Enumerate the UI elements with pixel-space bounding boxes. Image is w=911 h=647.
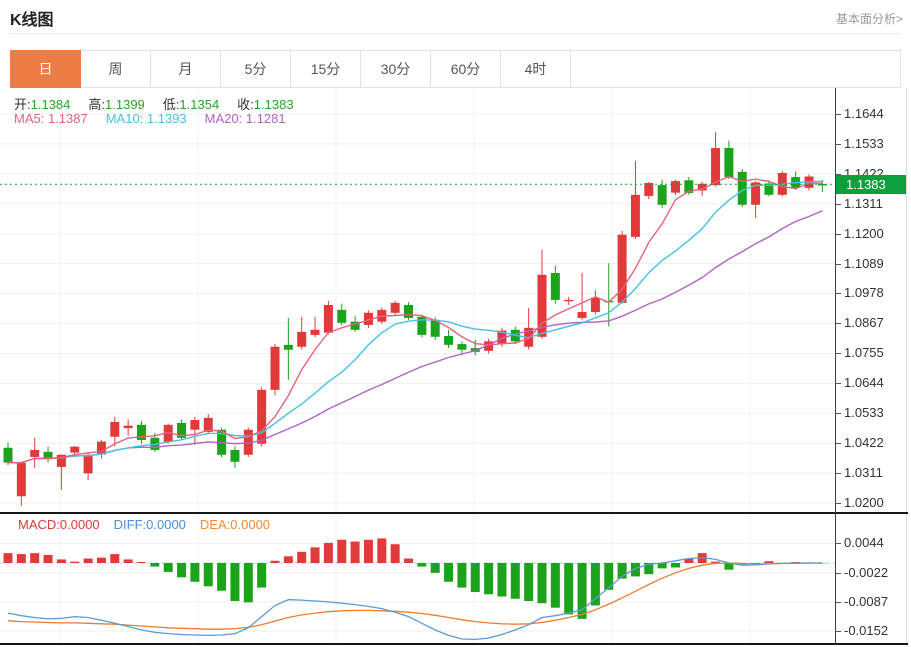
price-tick-label: 1.0644 [844, 375, 884, 390]
price-tick-dash [835, 174, 841, 175]
high-value: 1.1399 [105, 97, 145, 112]
interval-tabbar: 日周月 5分 15分 30分 60分 4时 [10, 50, 901, 88]
interval-tab-5[interactable]: 15分 [291, 51, 361, 87]
ma10-line [7, 180, 823, 464]
price-tick-label: 1.0978 [844, 285, 884, 300]
macd-tick-label: -0.0087 [844, 594, 889, 609]
panel-right-border [906, 88, 907, 645]
dea-line [7, 562, 823, 630]
macd-chart-svg[interactable] [0, 514, 835, 643]
current-price-label: 1.1383 [836, 175, 906, 194]
macd-tick-label: -0.0022 [844, 565, 889, 580]
price-tick-label: 1.0200 [844, 495, 884, 510]
open-value: 1.1384 [30, 97, 71, 112]
price-tick-dash [835, 234, 841, 235]
price-tick-dash [835, 144, 841, 145]
interval-tab-7[interactable]: 60分 [431, 51, 501, 87]
price-tick-dash [835, 353, 841, 354]
fundamental-analysis-link[interactable]: 基本面分析> [835, 12, 903, 26]
macd-tick-dash [835, 573, 841, 574]
price-chart-svg[interactable] [0, 88, 835, 512]
price-tick-dash [835, 383, 841, 384]
interval-tab-8[interactable]: 4时 [501, 51, 571, 87]
close-value: 1.1383 [253, 97, 294, 112]
price-tick-dash [835, 204, 841, 205]
macd-value: MACD:0.0000 [18, 517, 100, 532]
diff-value: DIFF:0.0000 [113, 517, 186, 532]
interval-tab-4[interactable]: 5分 [221, 51, 291, 87]
price-tick-label: 1.0533 [844, 405, 884, 420]
macd-tick-label: -0.0152 [844, 623, 889, 638]
macd-histogram [3, 538, 827, 619]
price-tick-dash [835, 293, 841, 294]
price-tick-label: 1.0311 [844, 465, 883, 480]
price-tick-label: 1.0422 [844, 435, 884, 450]
ma5-legend: MA5: 1.1387 [14, 111, 88, 126]
price-tick-dash [835, 323, 841, 324]
macd-tick-dash [835, 631, 841, 632]
macd-tick-dash [835, 602, 841, 603]
macd-grid [0, 514, 835, 643]
interval-tab-3[interactable]: 月 [151, 51, 221, 87]
interval-tab-2[interactable]: 周 [81, 51, 151, 87]
low-value: 1.1354 [179, 97, 220, 112]
ohlc-legend: 开:1.1384 高:1.1399 低:1.1354 收:1.1383 [14, 94, 294, 113]
price-tick-label: 1.1089 [844, 256, 884, 271]
ma-legend: MA5: 1.1387 MA10: 1.1393 MA20: 1.1281 [14, 111, 286, 126]
interval-tab-6[interactable]: 30分 [361, 51, 431, 87]
price-tick-label: 1.1200 [844, 226, 884, 241]
ma20-legend: MA20: 1.1281 [204, 111, 286, 126]
price-tick-label: 1.0867 [844, 315, 884, 330]
ma5-line [7, 175, 823, 464]
price-tick-dash [835, 413, 841, 414]
page-title: K线图 [10, 12, 54, 29]
interval-tab-1[interactable]: 日 [10, 50, 81, 88]
price-tick-dash [835, 264, 841, 265]
price-tick-label: 1.1533 [844, 136, 884, 151]
macd-legend: MACD:0.0000 DIFF:0.0000 DEA:0.0000 [18, 517, 270, 532]
price-axis-line [835, 88, 836, 645]
price-grid [0, 88, 835, 512]
close-label: 收: [237, 97, 254, 112]
high-label: 高: [88, 97, 106, 112]
chart-bottom-border [0, 643, 908, 645]
price-tick-dash [835, 443, 841, 444]
price-tick-label: 1.1311 [844, 196, 883, 211]
header-divider [10, 33, 901, 34]
ma20-line [7, 210, 823, 464]
price-tick-label: 1.0755 [844, 345, 884, 360]
price-tick-dash [835, 473, 841, 474]
macd-tick-label: 0.0044 [844, 535, 884, 550]
macd-tick-dash [835, 543, 841, 544]
ma10-legend: MA10: 1.1393 [105, 111, 187, 126]
low-label: 低: [162, 97, 180, 112]
diff-line [7, 556, 823, 641]
chart-separator [0, 512, 908, 514]
price-tick-dash [835, 503, 841, 504]
dea-value: DEA:0.0000 [199, 517, 271, 532]
price-tick-label: 1.1644 [844, 106, 884, 121]
open-label: 开: [14, 97, 31, 112]
price-tick-dash [835, 114, 841, 115]
